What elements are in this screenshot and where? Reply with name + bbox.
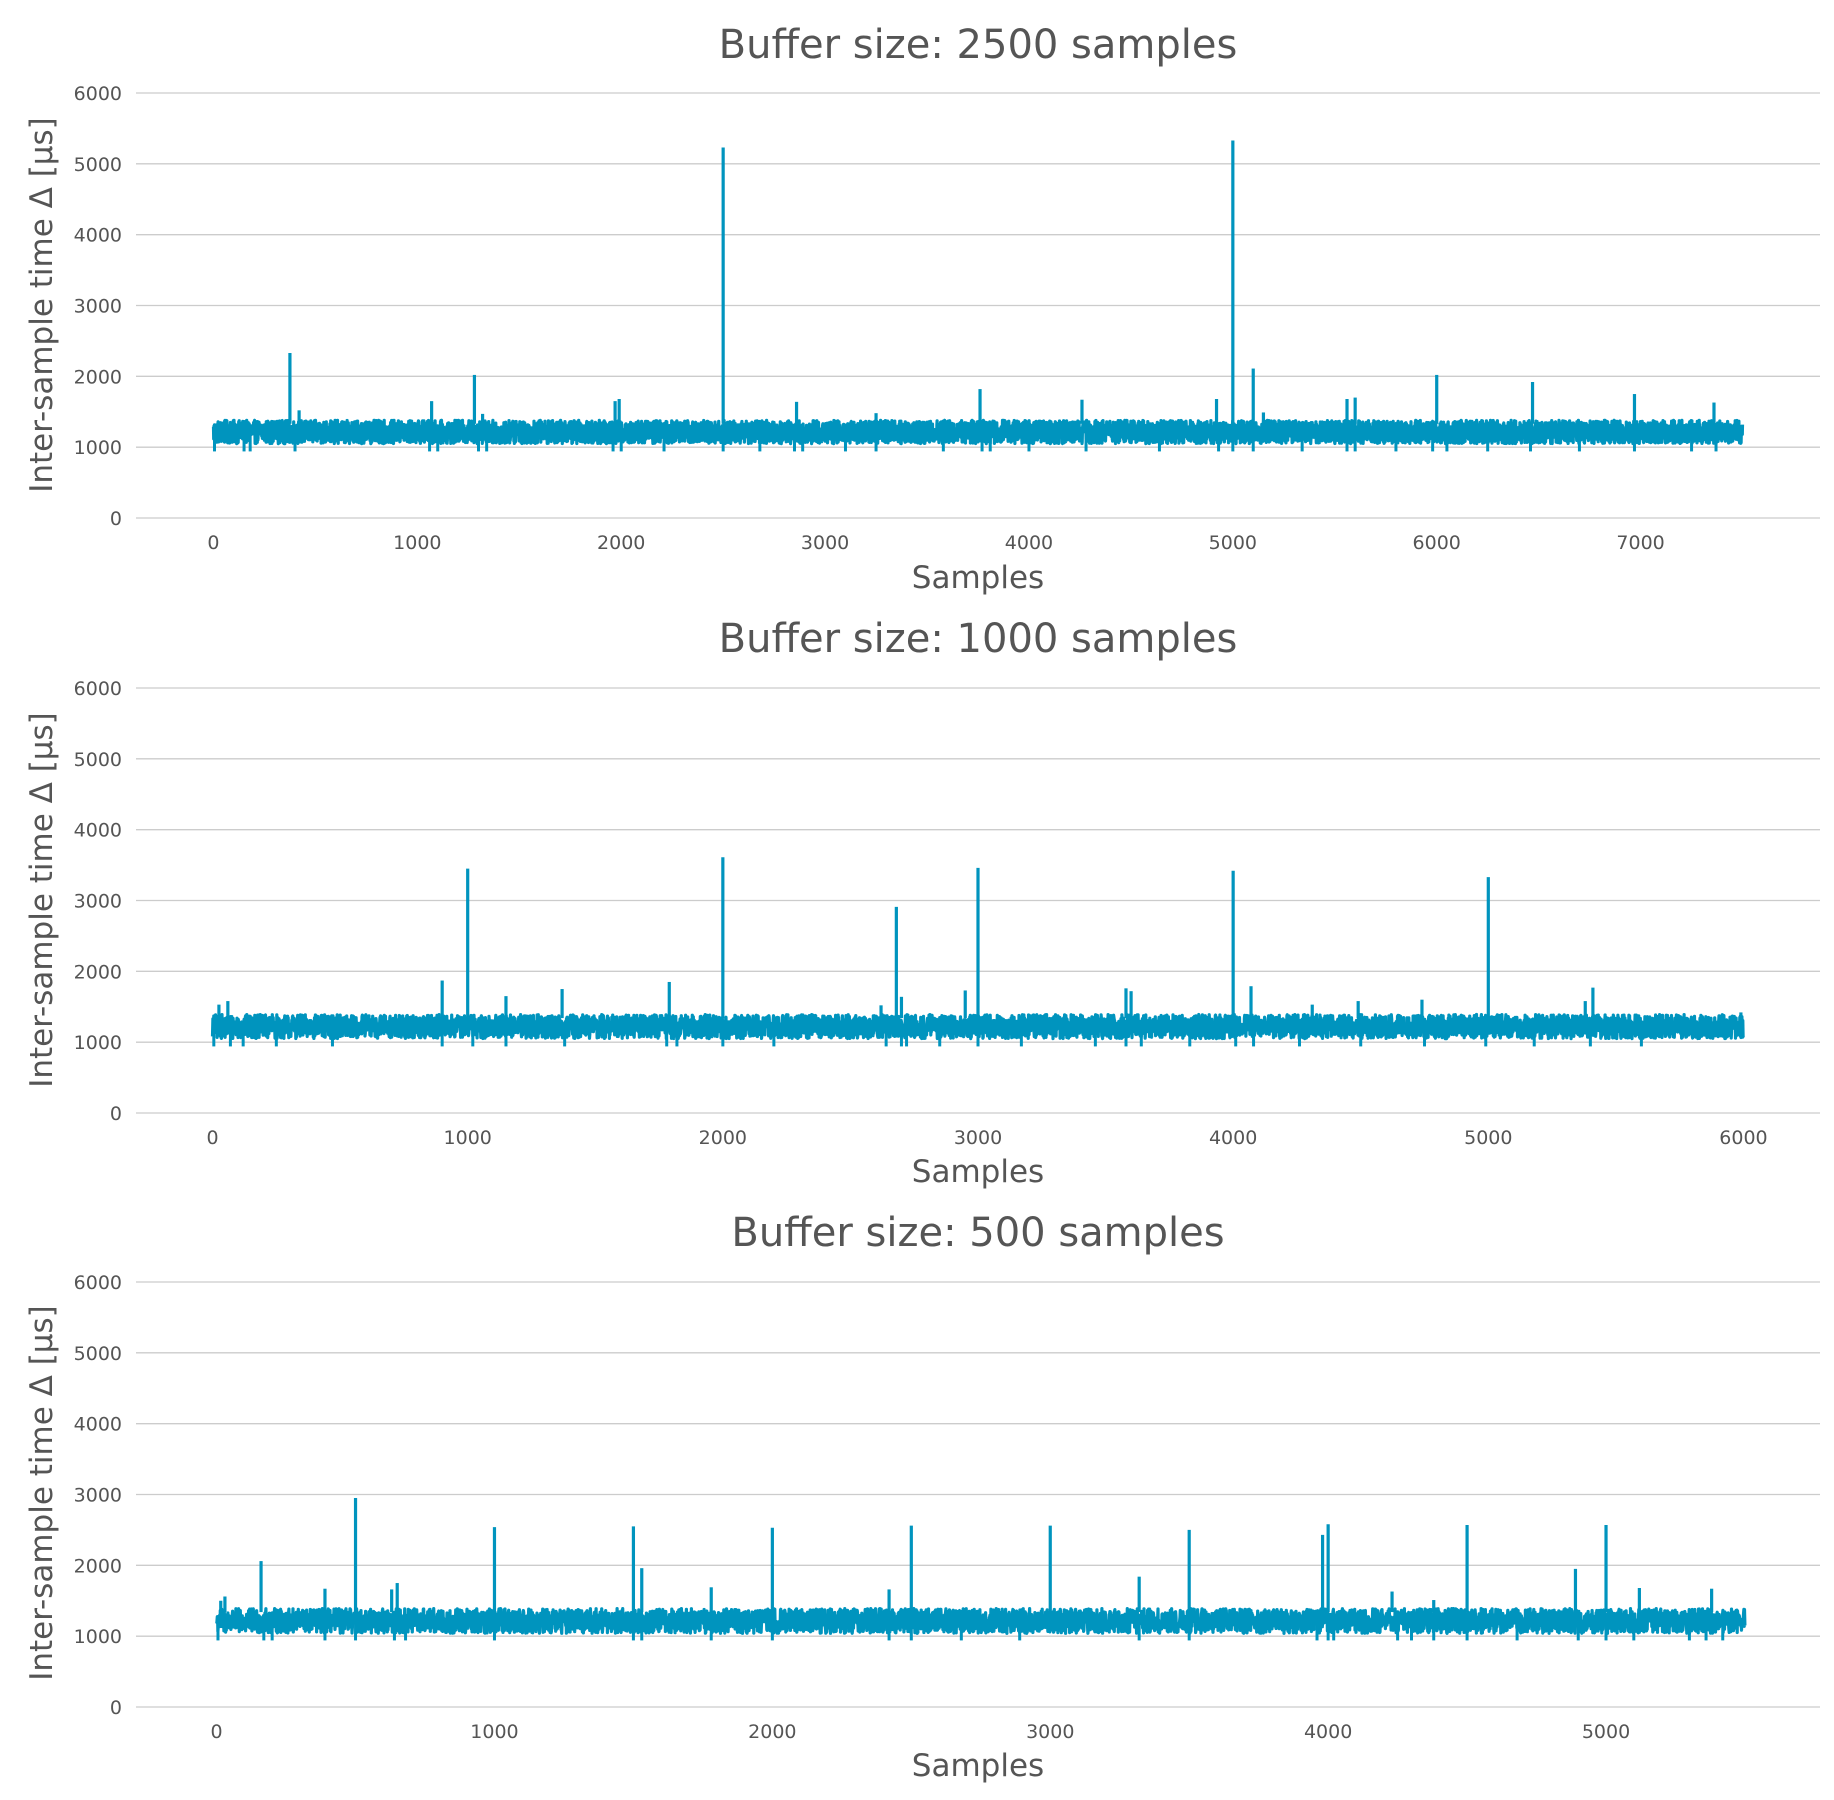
panel-buffer-1000: Buffer size: 1000 samples Inter-sample t… xyxy=(24,616,1820,1190)
y-tick-label: 3000 xyxy=(74,296,122,318)
x-tick-label: 1000 xyxy=(393,532,441,554)
y-axis-label: Inter-sample time Δ [µs] xyxy=(24,712,60,1088)
x-tick-label: 0 xyxy=(206,1127,218,1149)
y-tick-label: 4000 xyxy=(74,1414,122,1436)
x-tick-label: 5000 xyxy=(1464,1127,1512,1149)
x-tick-label: 3000 xyxy=(1026,1721,1074,1743)
y-tick-label: 5000 xyxy=(74,154,122,176)
chart-title: Buffer size: 500 samples xyxy=(731,1210,1224,1256)
series-line xyxy=(215,1607,1747,1635)
x-axis-label: Samples xyxy=(912,1748,1044,1784)
y-axis-label: Inter-sample time Δ [µs] xyxy=(24,1305,60,1681)
x-tick-label: 1000 xyxy=(470,1721,518,1743)
y-tick-label: 1000 xyxy=(74,1626,122,1648)
y-tick-label: 4000 xyxy=(74,225,122,247)
x-tick-label: 6000 xyxy=(1719,1127,1767,1149)
x-tick-label: 2000 xyxy=(748,1721,796,1743)
x-tick-label: 4000 xyxy=(1005,532,1053,554)
x-tick-label: 2000 xyxy=(699,1127,747,1149)
y-tick-label: 2000 xyxy=(74,961,122,983)
y-tick-label: 0 xyxy=(110,1697,122,1719)
x-tick-label: 0 xyxy=(207,532,219,554)
x-tick-label: 1000 xyxy=(444,1127,492,1149)
x-tick-label: 5000 xyxy=(1209,532,1257,554)
y-tick-label: 6000 xyxy=(74,678,122,700)
x-axis-label: Samples xyxy=(912,560,1044,596)
chart-title: Buffer size: 2500 samples xyxy=(719,22,1238,68)
y-tick-label: 2000 xyxy=(74,1555,122,1577)
x-tick-label: 0 xyxy=(211,1721,223,1743)
y-tick-label: 5000 xyxy=(74,1343,122,1365)
chart-title: Buffer size: 1000 samples xyxy=(719,616,1238,662)
panel-buffer-2500: Buffer size: 2500 samples Inter-sample t… xyxy=(24,22,1820,596)
panel-buffer-500: Buffer size: 500 samples Inter-sample ti… xyxy=(24,1210,1820,1784)
series-line xyxy=(211,418,1745,446)
x-axis-label: Samples xyxy=(912,1154,1044,1190)
y-tick-label: 1000 xyxy=(74,437,122,459)
x-tick-label: 6000 xyxy=(1413,532,1461,554)
y-tick-label: 0 xyxy=(110,1103,122,1125)
x-tick-label: 4000 xyxy=(1304,1721,1352,1743)
x-tick-label: 7000 xyxy=(1616,532,1664,554)
y-tick-label: 5000 xyxy=(74,749,122,771)
y-tick-label: 2000 xyxy=(74,366,122,388)
x-tick-label: 4000 xyxy=(1209,1127,1257,1149)
y-axis-label: Inter-sample time Δ [µs] xyxy=(24,117,60,493)
y-tick-label: 3000 xyxy=(74,1485,122,1507)
y-tick-label: 0 xyxy=(110,508,122,530)
x-tick-label: 3000 xyxy=(954,1127,1002,1149)
y-tick-label: 3000 xyxy=(74,891,122,913)
y-tick-label: 6000 xyxy=(74,1272,122,1294)
x-tick-label: 2000 xyxy=(597,532,645,554)
x-tick-label: 3000 xyxy=(801,532,849,554)
y-tick-label: 6000 xyxy=(74,83,122,105)
y-tick-label: 4000 xyxy=(74,820,122,842)
x-tick-label: 5000 xyxy=(1582,1721,1630,1743)
y-tick-label: 1000 xyxy=(74,1032,122,1054)
